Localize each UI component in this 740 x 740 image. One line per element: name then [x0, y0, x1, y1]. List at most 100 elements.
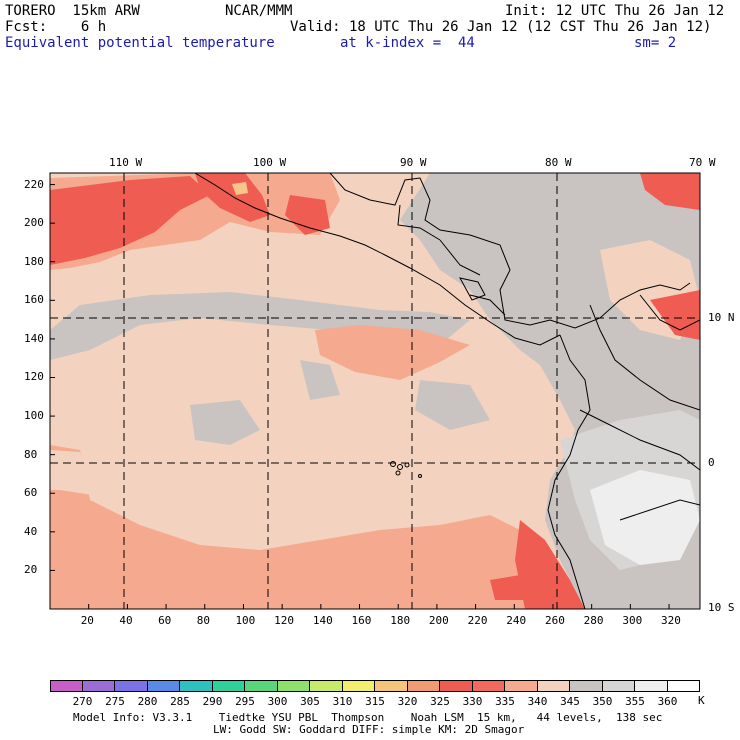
colorbar-label: 270: [72, 695, 93, 708]
colorbar-label: 360: [657, 695, 678, 708]
south-america-pacific-coast: [547, 334, 591, 609]
y-tick-label: 100: [24, 409, 44, 423]
smoothing-label: sm= 2: [634, 35, 677, 51]
colorbar-cell: [407, 680, 440, 692]
lon-label-100w: 100 W: [253, 156, 287, 169]
y-tick-label: 20: [24, 563, 38, 577]
hot-region-ne: [640, 173, 700, 210]
colorbar-label: 355: [625, 695, 645, 708]
border-colombia: [589, 304, 700, 411]
lat-label-10s: 10 S: [708, 601, 735, 614]
lake-nicaragua: [459, 277, 486, 301]
land-light-region: [590, 470, 700, 565]
x-tick-label: 100: [235, 614, 256, 627]
colorbar-label: 300: [267, 695, 288, 708]
colorbar-cell: [180, 680, 213, 692]
colorbar-frame: [50, 680, 700, 692]
colorbar-cell: [115, 680, 148, 692]
level-label: at k-index = 44: [340, 35, 475, 51]
colorbar-cell: [277, 680, 310, 692]
y-tick-label: 60: [24, 486, 38, 500]
x-tick-label: 120: [274, 614, 295, 627]
galapagos-island-1: [390, 461, 396, 467]
hot-region-mexico: [195, 173, 270, 222]
colorbar-cell: [310, 680, 343, 692]
warm-region-south: [50, 445, 540, 609]
x-tick-label: 220: [467, 614, 488, 627]
colorbar-cell: [570, 680, 603, 692]
x-tick-label: 300: [622, 614, 643, 627]
colorbar-label: 320: [397, 695, 418, 708]
colorbar-cell: [505, 680, 538, 692]
border-guatemala: [397, 204, 441, 241]
galapagos-island-5: [418, 474, 422, 478]
forecast-hour: Fcst: 6 h: [5, 19, 107, 35]
colorbar-label: 275: [105, 695, 125, 708]
colorbar-cell: [440, 680, 473, 692]
warm-patch-mid: [315, 325, 470, 380]
lat-lon-grid: [50, 173, 700, 609]
lon-label-80w: 80 W: [545, 156, 572, 169]
caribbean-coast: [329, 173, 691, 329]
y-tick-label: 140: [24, 331, 44, 345]
field-shading: [50, 173, 700, 609]
colorbar-label: 305: [300, 695, 320, 708]
colorbar-cell: [212, 680, 245, 692]
colorbar-label: 345: [560, 695, 580, 708]
y-tick-label: 200: [24, 216, 44, 230]
colorbar-label: 290: [202, 695, 223, 708]
field-name: Equivalent potential temperature: [5, 35, 275, 51]
model-info-line2: LW: Godd SW: Goddard DIFF: simple KM: 2D…: [213, 723, 525, 736]
colorbar-cell: [245, 680, 278, 692]
colorbar-label: 280: [137, 695, 158, 708]
x-tick-label: 160: [351, 614, 372, 627]
x-tick-label: 60: [158, 614, 172, 627]
x-tick-label: 200: [428, 614, 449, 627]
x-tick-label: 80: [196, 614, 210, 627]
map-frame: [49, 172, 701, 610]
coastlines: [194, 173, 700, 609]
hotspot: [232, 182, 248, 195]
colorbar-label: 350: [592, 695, 613, 708]
x-tick-label: 320: [661, 614, 681, 627]
colorbar-unit: K: [698, 694, 705, 707]
colorbar-label: 330: [462, 695, 483, 708]
colorbar-cell: [147, 680, 180, 692]
gray-patch-2: [300, 360, 340, 400]
colorbar-cell: [342, 680, 375, 692]
y-tick-label: 220: [24, 177, 44, 191]
hot-region-nw: [50, 176, 210, 265]
ocean-notch: [50, 450, 92, 495]
border-peru-south: [619, 499, 700, 521]
x-tick-label: 260: [544, 614, 565, 627]
galapagos-island-4: [395, 470, 401, 476]
x-tick-label: 20: [80, 614, 94, 627]
lat-label-0: 0: [708, 456, 715, 469]
center-label: NCAR/MMM: [225, 3, 293, 19]
tick-marks: [50, 184, 670, 609]
gray-patch-1: [190, 400, 260, 445]
x-tick-label: 280: [583, 614, 604, 627]
y-tick-label: 160: [24, 293, 44, 307]
colorbar-cell: [537, 680, 570, 692]
border-venezuela: [639, 294, 700, 331]
galapagos-island-2: [397, 464, 403, 470]
x-tick-label: 140: [312, 614, 333, 627]
valid-time: Valid: 18 UTC Thu 26 Jan 12 (12 CST Thu …: [290, 19, 712, 35]
lon-label-70w: 70 W: [689, 156, 716, 169]
init-time: Init: 12 UTC Thu 26 Jan 12: [505, 3, 725, 19]
border-costa-rica: [469, 294, 506, 316]
pacific-coast-central-america: [194, 173, 561, 346]
colorbar-label: 340: [527, 695, 548, 708]
x-tick-label: 240: [506, 614, 527, 627]
hot-region-peru: [515, 520, 585, 609]
border-honduras: [439, 239, 481, 276]
y-tick-label: 80: [24, 447, 38, 461]
model-info-line1: Model Info: V3.3.1 Tiedtke YSU PBL Thomp…: [73, 711, 663, 724]
y-tick-label: 120: [24, 370, 44, 384]
colorbar-label: 295: [235, 695, 255, 708]
model-title: TORERO 15km ARW: [5, 3, 140, 19]
colorbar-label: 315: [365, 695, 385, 708]
colorbar-label: 310: [332, 695, 353, 708]
